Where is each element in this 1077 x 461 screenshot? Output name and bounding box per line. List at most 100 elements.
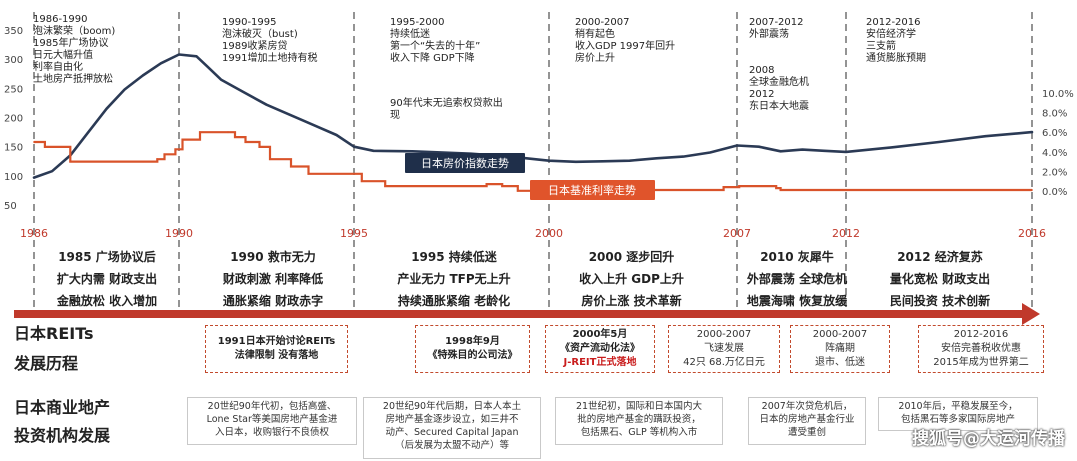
inst-box-2000s: 21世纪初，国际和日本国内大 批的房地产基金的蹒跃投资， 包括黑石、GLP 等机…	[555, 397, 723, 445]
reit-box-1991: 1991日本开始讨论REITs 法律限制 没有落地	[205, 325, 348, 373]
rate-point-0	[33, 141, 35, 143]
rate-point-1	[44, 146, 46, 148]
x-tick-label-1995: 1995	[340, 227, 368, 240]
y-left-tick-150: 150	[4, 143, 23, 154]
reit-box-2000-2007-pain: 2000-2007 阵痛期 退市、低迷	[790, 325, 890, 373]
era-note-1990: 1990-1995 泡沫破灭（bust) 1989收紧房贷 1991增加土地持有…	[222, 17, 318, 64]
reit-box-growth-line1: 2000-2007	[696, 329, 752, 340]
house-price-point-30	[779, 150, 782, 153]
rate-point-8	[199, 131, 201, 134]
timeline-arrow	[14, 303, 1040, 325]
x-tick-label-2012: 2012	[832, 227, 860, 240]
era-note-1986: 1986-1990 泡沫繁荣（boom) 1985年广场协议 日元大幅升值 利率…	[33, 14, 116, 85]
analysis-1985: 1985 广场协议后 扩大内需 财政支出 金融放松 收入增加	[56, 250, 158, 308]
house-price-point-17	[372, 149, 375, 152]
y-left-tick-100: 100	[4, 172, 23, 183]
rate-point-24	[722, 186, 725, 189]
reit-box-2012-line2: 安倍完善税收优惠	[941, 343, 1021, 354]
house-price-label-box	[405, 153, 525, 173]
house-price-point-14	[300, 118, 303, 121]
x-tick-label-2000: 2000	[535, 227, 563, 240]
reit-box-1998-line2: 《特殊目的公司法》	[427, 350, 518, 361]
house-price-point-10	[206, 65, 208, 68]
rate-point-5	[163, 153, 166, 156]
house-price-point-16	[353, 145, 355, 148]
reit-box-2012-2016: 2012-2016 安倍完善税收优惠 2015年成为世界第二	[918, 325, 1044, 373]
reit-section-title-1: 日本REITs	[14, 324, 94, 343]
house-price-point-5	[123, 88, 126, 91]
house-price-point-28	[736, 144, 738, 147]
house-price-point-12	[241, 90, 243, 93]
era-dividers	[33, 12, 1033, 318]
rate-point-17	[384, 185, 387, 188]
rate-point-12	[258, 146, 261, 148]
rate-point-13	[269, 158, 271, 161]
inst-section-title-1: 日本商业地产	[14, 398, 111, 417]
reit-box-2000-line3: J-REIT正式落地	[563, 357, 637, 368]
house-price-point-36	[984, 135, 987, 138]
era-note-1995-loans: 90年代末无追索权贷款出 现	[390, 98, 503, 121]
x-tick-label-1990: 1990	[165, 227, 193, 240]
house-price-point-25	[655, 157, 658, 160]
house-price-point-26	[682, 155, 685, 158]
y-right-tick-2.0%: 2.0%	[1042, 167, 1067, 178]
rate-point-20	[501, 185, 504, 188]
analysis-2012: 2012 经济复苏 量化宽松 财政支出 民间投资 技术创新	[889, 250, 991, 308]
house-price-point-15	[335, 134, 338, 136]
y-right-tick-8.0%: 8.0%	[1042, 109, 1067, 120]
house-price-point-33	[845, 151, 847, 153]
house-price-point-11	[220, 78, 222, 81]
house-price-point-21	[548, 159, 550, 162]
reit-box-growth-line3: 42只 68.万亿日元	[683, 357, 765, 368]
analysis-2010: 2010 灰犀牛 外部震荡 全球危机 地震海啸 恢复放缓	[746, 250, 848, 308]
watermark: 搜狐号@大运河传播	[912, 429, 1065, 449]
reit-box-1991-line2: 法律限制 没有落地	[234, 350, 319, 361]
analysis-2000: 2000 逐步回升 收入上升 GDP上升 房价上涨 技术革新	[579, 250, 684, 308]
reit-box-2012-line1: 2012-2016	[953, 329, 1009, 340]
house-price-point-34	[891, 146, 894, 149]
house-price-point-24	[628, 159, 631, 162]
reit-box-growth-line2: 飞速发展	[704, 343, 744, 354]
house-price-point-8	[178, 53, 180, 56]
y-left-tick-250: 250	[4, 84, 23, 95]
house-price-point-35	[938, 141, 940, 143]
house-price-label: 日本房价指数走势	[421, 156, 509, 170]
inst-box-2007: 2007年次贷危机后， 日本的房地产基金行业 遭受重创	[748, 397, 866, 445]
house-price-point-13	[265, 103, 268, 106]
y-right-tick-6.0%: 6.0%	[1042, 128, 1067, 139]
rate-point-9	[227, 131, 229, 134]
reit-box-1998: 1998年9月 《特殊目的公司法》	[415, 325, 530, 373]
y-left-tick-300: 300	[4, 55, 23, 66]
era-note-2012: 2012-2016 安倍经济学 三支箭 通货膨胀预期	[866, 17, 926, 64]
rate-point-25	[738, 185, 741, 188]
inst-section-title-2: 投资机构发展	[14, 426, 111, 445]
house-price-point-9	[195, 55, 198, 58]
house-price-point-1	[51, 170, 53, 173]
house-price-point-4	[105, 107, 108, 110]
reit-box-1991-line1: 1991日本开始讨论REITs	[217, 336, 336, 347]
timeline-arrow-bar	[14, 310, 1026, 318]
house-price-point-32	[823, 149, 826, 152]
house-price-point-18	[411, 150, 414, 153]
x-tick-label-2007: 2007	[723, 227, 751, 240]
era-note-2000: 2000-2007 稍有起色 收入GDP 1997年回升 房价上升	[575, 17, 676, 64]
rate-point-4	[156, 158, 159, 161]
rate-point-6	[174, 148, 177, 151]
reit-box-2000-line1: 2000年5月	[572, 329, 628, 340]
reit-box-2012-line3: 2015年成为世界第二	[933, 357, 1029, 368]
inst-box-early-90s: 20世纪90年代初，包括高盛、 Lone Star等美国房地产基金进 入日本，收…	[187, 397, 357, 445]
rate-point-14	[290, 165, 292, 168]
house-price-point-37	[1031, 131, 1033, 134]
rate-point-11	[244, 141, 247, 143]
rate-label-box	[530, 180, 655, 200]
house-price-point-27	[709, 151, 711, 154]
y-left-tick-50: 50	[4, 201, 17, 212]
rate-point-2	[69, 160, 72, 163]
x-tick-label-1986: 1986	[20, 227, 48, 240]
y-left-tick-200: 200	[4, 114, 23, 125]
chart-axes: 1986 1990 1995 2000 2007 2012 2016 350 300 250 200…	[4, 26, 1074, 240]
rate-point-26	[775, 187, 778, 190]
y-right-tick-4.0%: 4.0%	[1042, 148, 1067, 159]
